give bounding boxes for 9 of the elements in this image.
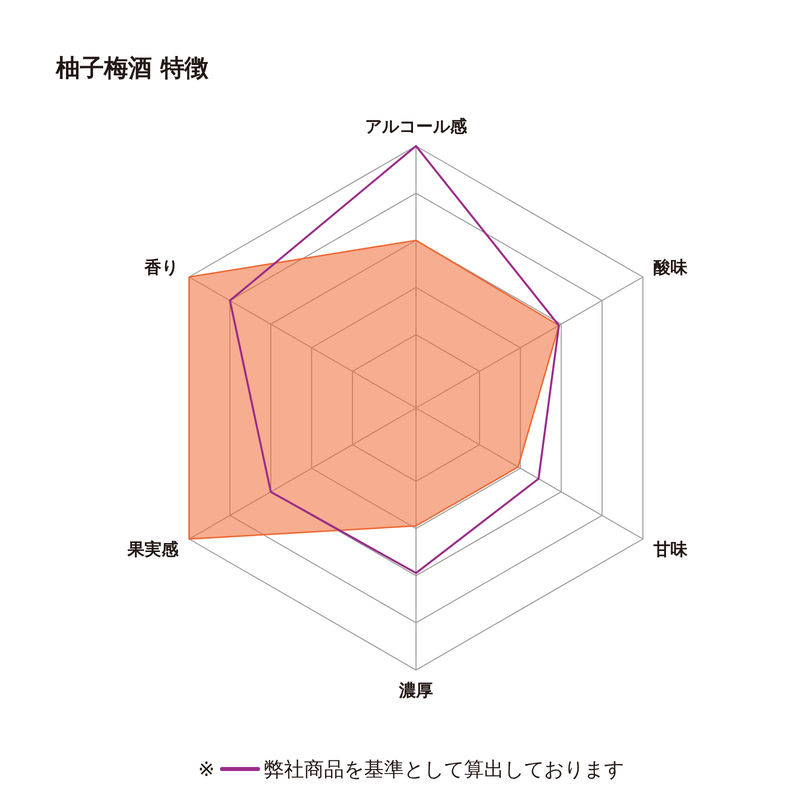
legend-label: 弊社商品を基準として算出しております bbox=[264, 757, 624, 781]
spoke-label: 香り bbox=[144, 258, 179, 278]
legend-title: ※ bbox=[198, 757, 215, 781]
spoke-label: 果実感 bbox=[126, 540, 180, 560]
chart-title: 柚子梅酒 特徴 bbox=[55, 54, 210, 82]
spoke-label: 甘味 bbox=[652, 540, 688, 560]
spoke-label: 酸味 bbox=[653, 258, 688, 278]
spoke-label: 濃厚 bbox=[398, 681, 433, 701]
spoke-label: アルコール感 bbox=[365, 117, 468, 137]
